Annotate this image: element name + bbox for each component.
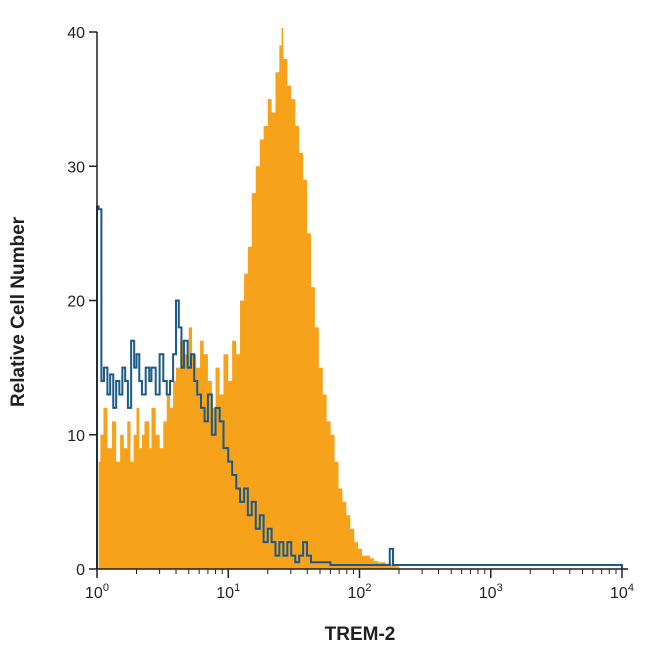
x-tick-label: 104 [610,582,634,602]
x-tick-label: 100 [85,582,109,602]
y-tick-label: 10 [67,428,85,445]
axes-layer [89,31,628,578]
outline-histogram-series [96,205,623,569]
tick-labels: 0 10 20 30 40 100 101 102 103 104 [67,25,634,602]
x-tick-label: 101 [216,582,240,602]
filled-histogram-series [97,27,400,570]
y-tick-label: 0 [76,562,85,579]
y-tick-label: 20 [67,294,85,311]
x-tick-label: 102 [348,582,372,602]
x-tick-label: 103 [479,582,503,602]
x-axis-title: TREM-2 [325,624,396,645]
series-layer [96,27,623,570]
y-tick-label: 40 [67,25,85,42]
y-tick-label: 30 [67,159,85,176]
y-axis-title: Relative Cell Number [8,216,29,407]
plot-area: 0 10 20 30 40 100 101 102 103 104 [67,25,634,602]
